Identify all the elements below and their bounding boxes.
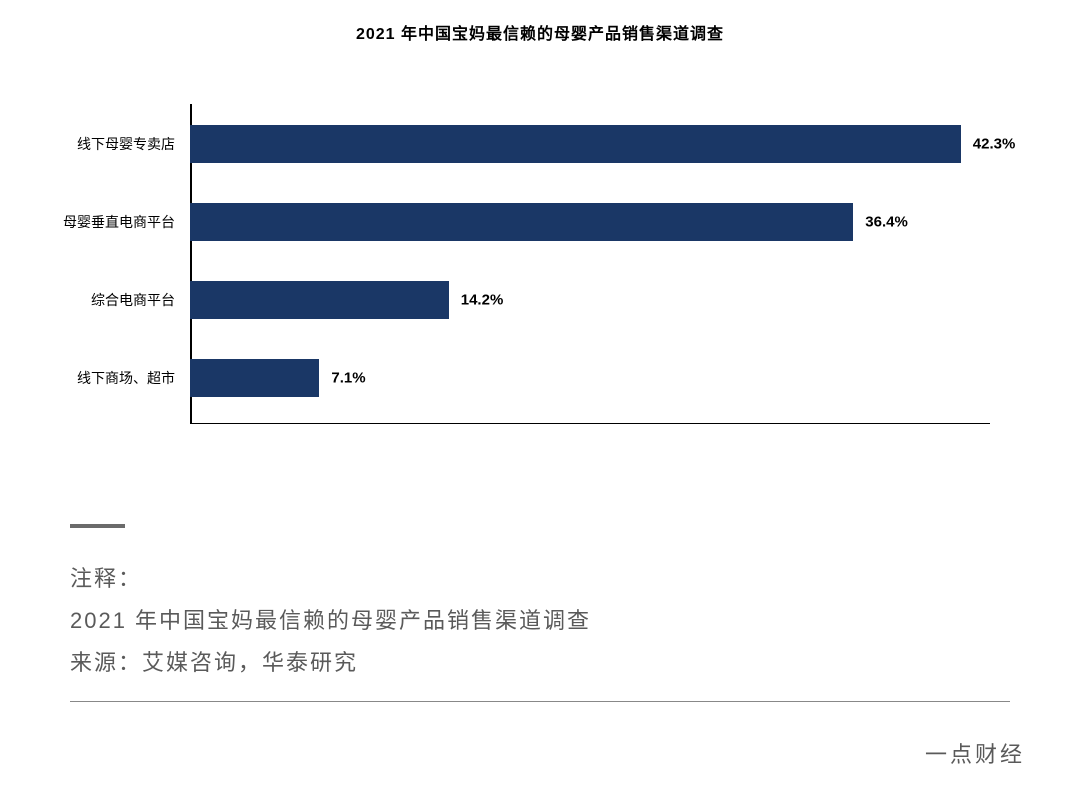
annotation-heading: 注释： — [70, 558, 1010, 600]
annotation-section: 注释： 2021 年中国宝妈最信赖的母婴产品销售渠道调查 来源：艾媒咨询，华泰研… — [70, 524, 1010, 702]
bar-row: 母婴垂直电商平台36.4% — [190, 202, 853, 242]
bar-label: 线下母婴专卖店 — [77, 134, 175, 154]
bar: 14.2% — [190, 281, 449, 319]
chart-title: 2021 年中国宝妈最信赖的母婴产品销售渠道调查 — [30, 20, 1050, 44]
bar-label: 综合电商平台 — [91, 290, 175, 310]
bar-value: 42.3% — [973, 136, 1016, 153]
short-divider — [70, 524, 125, 528]
chart-container: 2021 年中国宝妈最信赖的母婴产品销售渠道调查 线下母婴专卖店42.3%母婴垂… — [30, 20, 1050, 444]
bar-value: 36.4% — [865, 214, 908, 231]
bar-value: 14.2% — [461, 292, 504, 309]
bar-row: 综合电商平台14.2% — [190, 280, 449, 320]
bar: 42.3% — [190, 125, 961, 163]
bar: 36.4% — [190, 203, 853, 241]
brand-label: 一点财经 — [925, 737, 1025, 769]
bar: 7.1% — [190, 359, 319, 397]
bar-row: 线下母婴专卖店42.3% — [190, 124, 961, 164]
bar-label: 线下商场、超市 — [77, 368, 175, 388]
chart-area: 线下母婴专卖店42.3% 母婴垂直电商平台36.4% 综合电商平台14.2% 线下商场… — [190, 94, 1010, 444]
annotation-block: 注释： 2021 年中国宝妈最信赖的母婴产品销售渠道调查 来源：艾媒咨询，华泰研… — [70, 558, 1010, 683]
long-divider — [70, 701, 1010, 702]
x-axis — [190, 423, 990, 425]
bar-value: 7.1% — [331, 370, 365, 387]
bar-label: 母婴垂直电商平台 — [63, 212, 175, 232]
bar-row: 线下商场、超市7.1% — [190, 358, 319, 398]
annotation-line1: 2021 年中国宝妈最信赖的母婴产品销售渠道调查 — [70, 600, 1010, 642]
annotation-line2: 来源：艾媒咨询，华泰研究 — [70, 642, 1010, 684]
